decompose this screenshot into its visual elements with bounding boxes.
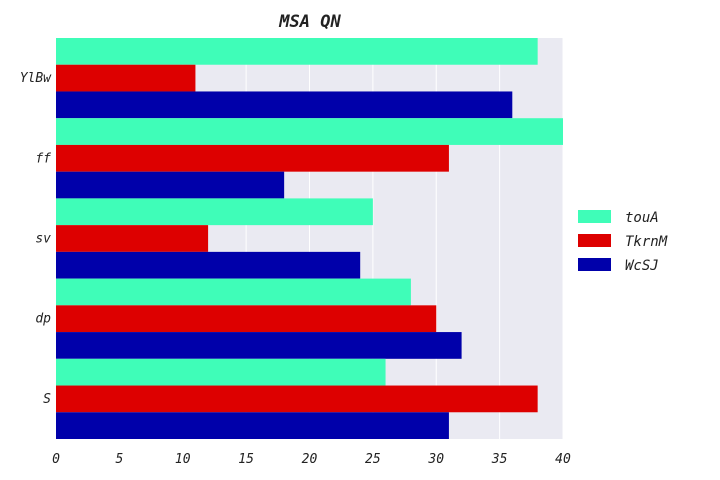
y-tick-label: YlBw [20, 71, 52, 86]
legend-swatch-WcSJ [578, 258, 611, 271]
legend-label: WcSJ [625, 258, 659, 274]
legend-label: TkrnM [625, 234, 668, 250]
bar-TkrnM-ff [56, 144, 449, 172]
chart-title: MSA QN [278, 12, 341, 32]
y-tick-labels: YlBw ff sv dp S [20, 71, 52, 407]
bar-touA-ff [56, 118, 563, 145]
x-tick-label: 15 [238, 452, 254, 467]
bar-WcSJ-ff [56, 171, 285, 199]
bar-touA-sv [56, 198, 373, 226]
legend-swatch-TkrnM [578, 234, 611, 247]
x-tick-label: 35 [491, 452, 508, 467]
x-tick-label: 40 [555, 452, 571, 467]
x-tick-label: 10 [175, 452, 191, 467]
x-tick-label: 30 [427, 452, 444, 467]
bar-touA-S [56, 358, 386, 386]
y-tick-label: S [43, 392, 51, 407]
x-tick-label: 5 [115, 452, 123, 467]
bar-TkrnM-S [56, 385, 538, 413]
x-tick-label: 0 [52, 452, 60, 467]
y-tick-label: sv [35, 232, 51, 247]
y-tick-label: ff [35, 151, 51, 166]
legend: touA TkrnM WcSJ [578, 210, 668, 274]
x-tick-label: 25 [365, 452, 381, 467]
bar-TkrnM-sv [56, 225, 209, 252]
bar-TkrnM-YlBw [56, 64, 196, 92]
bar-WcSJ-sv [56, 251, 361, 279]
bar-WcSJ-YlBw [56, 91, 513, 119]
bar-TkrnM-dp [56, 305, 437, 333]
bars [56, 38, 563, 439]
bar-WcSJ-dp [56, 332, 462, 359]
x-tick-labels: 0 5 10 15 20 25 30 35 40 [52, 452, 571, 467]
x-tick-label: 20 [302, 452, 318, 467]
bar-touA-dp [56, 278, 411, 306]
bar-touA-YlBw [56, 38, 538, 65]
bar-WcSJ-S [56, 412, 449, 439]
legend-label: touA [625, 210, 659, 226]
legend-swatch-touA [578, 210, 611, 223]
y-tick-label: dp [35, 312, 51, 327]
